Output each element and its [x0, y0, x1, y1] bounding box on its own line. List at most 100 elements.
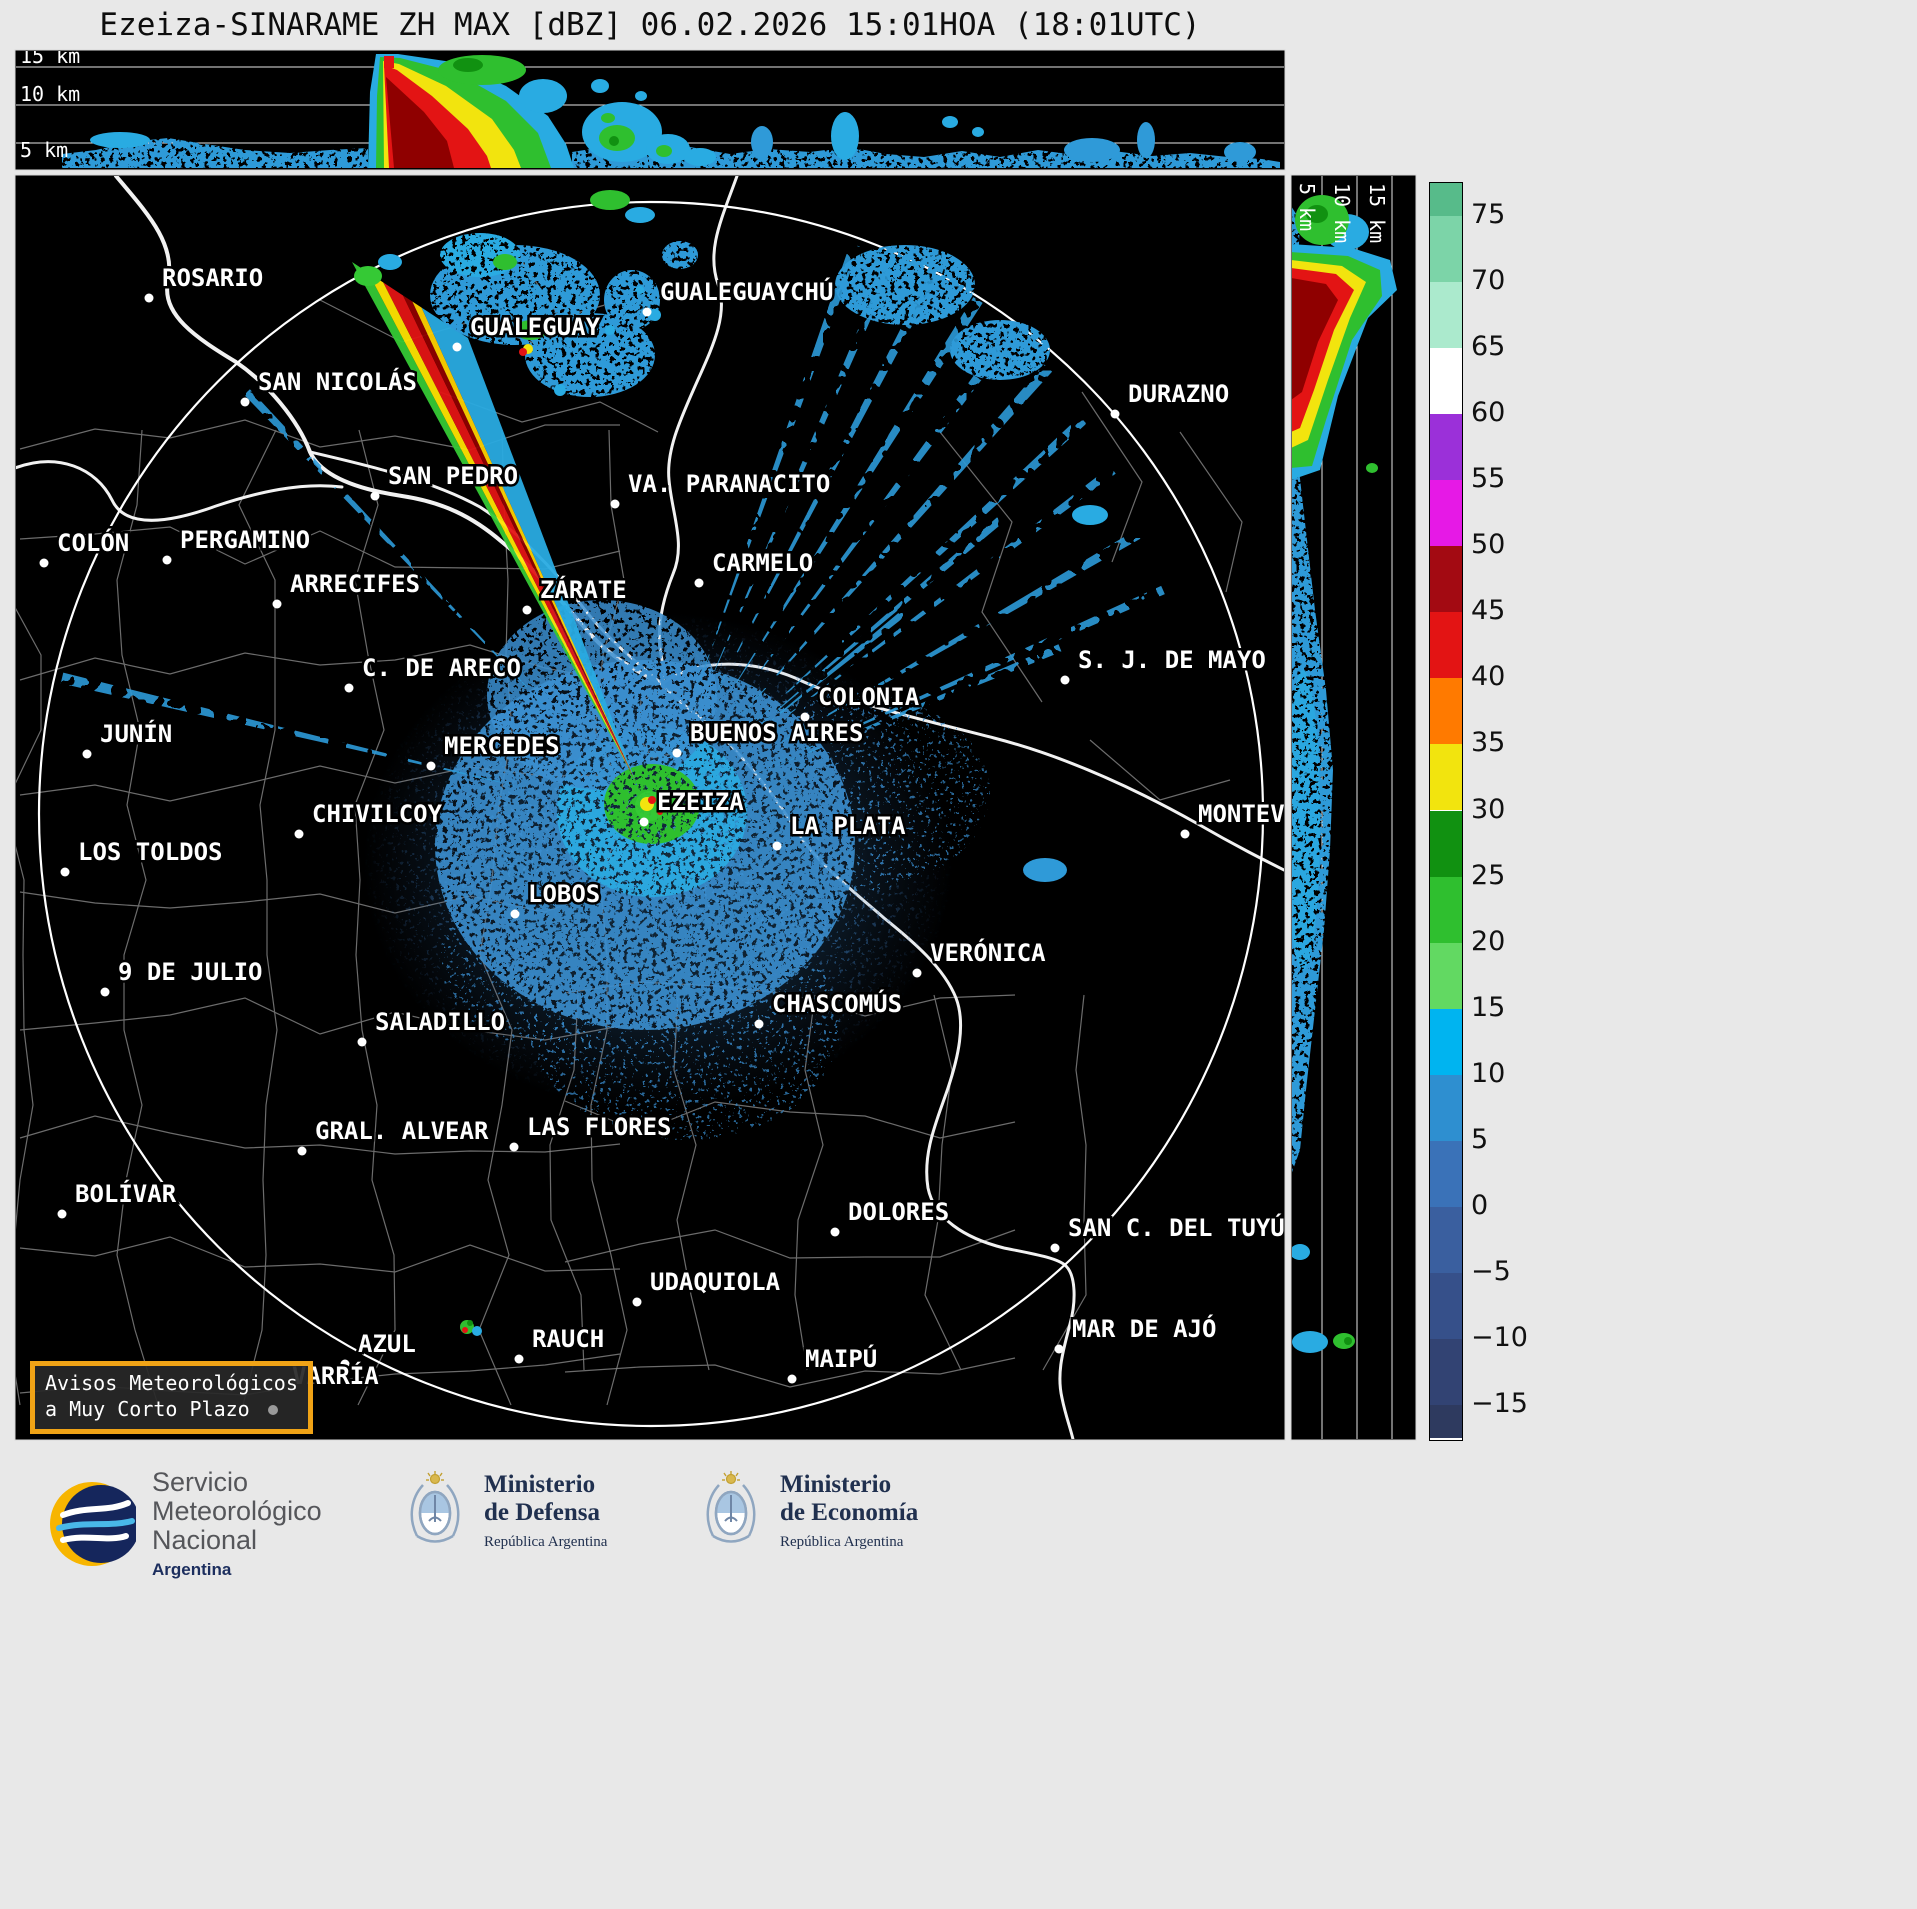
city-dot [642, 307, 652, 317]
height-label: 5 km [1295, 183, 1319, 231]
city-dot [522, 605, 532, 615]
city: CHIVILCOY [294, 798, 445, 839]
boundary-line [238, 429, 278, 1406]
echo-core-red [657, 809, 663, 815]
echo-cell [601, 113, 615, 123]
echo-patch [604, 270, 660, 330]
defensa-line1: Ministerio [484, 1471, 596, 1498]
echo-blob [554, 384, 566, 396]
city-labels: ROSARIO GUALEGUAYCHÚ GUALEGUAY SAN NICOLÁS D… [39, 262, 1284, 1393]
storm-layer [386, 77, 454, 168]
echo-patch [950, 320, 1050, 380]
ray [759, 527, 1145, 756]
boundary-line [924, 994, 962, 1371]
echo-blob [636, 286, 644, 294]
echo-cell [751, 126, 773, 158]
echo-cell [1064, 138, 1120, 162]
echo-cell [609, 136, 619, 146]
echo-cell [1224, 142, 1256, 162]
spike-band [368, 272, 636, 782]
echo-blob [462, 1327, 468, 1333]
city: VA. PARANACITO [610, 468, 833, 509]
city: MERCEDES [426, 730, 562, 771]
colorbar-segment [1430, 810, 1462, 877]
echo-blob [590, 190, 630, 210]
boundary-line [16, 608, 42, 1406]
spike-band [421, 307, 636, 782]
defensa-logo-block: Ministerio de Defensa República Argentin… [402, 1470, 607, 1552]
city-dot [272, 599, 282, 609]
city-name: MAIPÚ [805, 1343, 877, 1373]
colorbar-segment [1430, 282, 1462, 349]
colorbar-segment [1430, 744, 1462, 811]
height-label: 15 km [20, 44, 80, 68]
echo-cell [453, 58, 483, 72]
city-name: VA. PARANACITO [628, 470, 830, 498]
smn-line1: Servicio [152, 1467, 249, 1497]
city: LOS TOLDOS [60, 836, 225, 877]
north-echo-cluster [430, 233, 1050, 397]
city-name: LOBOS [528, 880, 600, 908]
colorbar-segment [1430, 1404, 1462, 1438]
city-name: GUALEGUAYCHÚ [660, 276, 833, 306]
city-dot [57, 1209, 67, 1219]
city: UDAQUIOLA [632, 1266, 783, 1307]
colorbar-segment [1430, 876, 1462, 943]
colorbar-segment [1430, 480, 1462, 547]
echo-patch [525, 313, 655, 397]
echo-cell [438, 55, 526, 85]
city: GRAL. ALVEAR [297, 1115, 491, 1156]
city-name: SALADILLO [375, 1008, 505, 1036]
height-label: 10 km [1330, 183, 1354, 243]
boundary-line [1081, 391, 1143, 563]
city: S. J. DE MAYO [1060, 644, 1268, 685]
city-name: C. DE ARECO [362, 654, 521, 682]
spike-tip [354, 266, 382, 286]
city-dot [639, 817, 649, 827]
city-name: LAS FLORES [527, 1113, 672, 1141]
city: ZÁRATE [522, 573, 629, 615]
colorbar-segment [1430, 414, 1462, 481]
city-dot [162, 555, 172, 565]
city-dot [912, 968, 922, 978]
city-dot [514, 1354, 524, 1364]
city-name: 9 DE JULIO [118, 958, 263, 986]
ray [725, 327, 1018, 718]
echo-cell [656, 145, 672, 157]
colorbar-segment [1430, 612, 1462, 679]
alert-box: Avisos Meteorológicos a Muy Corto Plazo [30, 1361, 313, 1435]
colorbar-segment [1430, 1206, 1462, 1273]
ray [765, 585, 1165, 768]
city-dot [60, 867, 70, 877]
storm-top [384, 56, 394, 68]
city-name: ARRECIFES [290, 570, 420, 598]
echo-cell [1366, 463, 1378, 473]
city-dot [1050, 1243, 1060, 1253]
city-name: BOLÍVAR [75, 1179, 177, 1208]
smn-country: Argentina [152, 1560, 232, 1580]
city-name: VERÓNICA [930, 937, 1046, 967]
colorbar [1429, 182, 1463, 1441]
city: BUENOS AIRES [672, 717, 866, 758]
city-name: GUALEGUAY [470, 313, 601, 341]
colorbar-segment [1430, 942, 1462, 1009]
city-dot [1054, 1344, 1064, 1354]
city-dot [39, 558, 49, 568]
city: SAN PEDRO [370, 460, 521, 501]
city: EZEIZA [639, 786, 747, 827]
echo-blob [649, 309, 661, 321]
colorbar-segment [1430, 1008, 1462, 1075]
boundary-line [564, 1229, 1016, 1263]
city-dot [144, 293, 154, 303]
echo-cell [684, 148, 716, 166]
city-name: COLÓN [57, 527, 129, 557]
city-name: MERCEDES [444, 732, 560, 760]
economia-text: Ministerio de Economía República Argenti… [780, 1471, 918, 1551]
economia-sub: República Argentina [780, 1534, 904, 1550]
ray [748, 609, 908, 740]
echo-cell [831, 112, 859, 160]
city: 9 DE JULIO [100, 956, 265, 997]
city-dot [370, 491, 380, 501]
ray [746, 516, 1003, 737]
city: AZUL [340, 1328, 418, 1369]
